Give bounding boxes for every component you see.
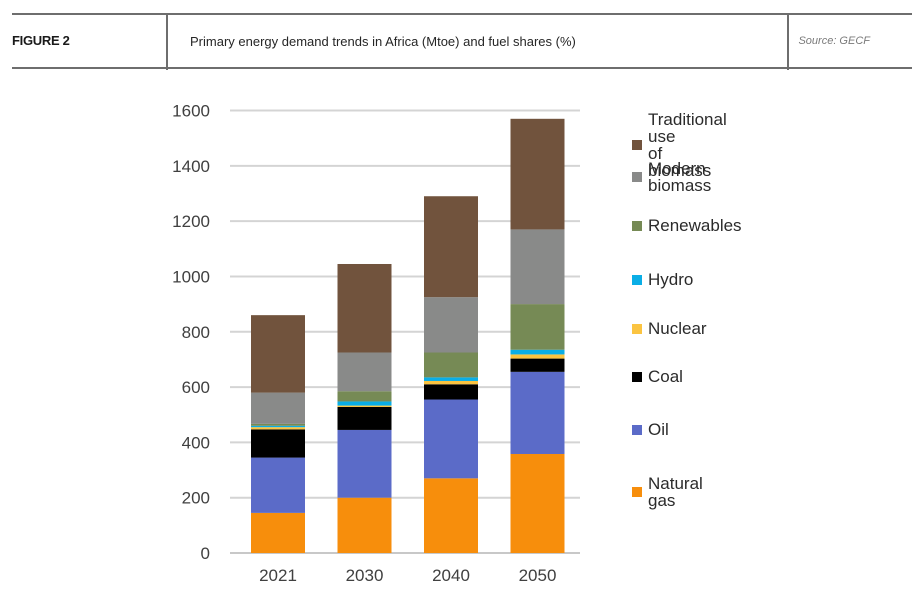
header-top-rule [12,13,912,15]
legend-item-renewables: Renewables [632,217,742,234]
y-tick-label: 600 [182,378,210,397]
legend-label: Nuclear [648,319,707,338]
y-axis-ticks: 0 200 400 600 800 1000 1200 1400 1600 [172,102,210,564]
header-divider-left [166,14,168,70]
legend-swatch [632,220,642,231]
bar-stack-2040 [424,196,478,553]
bar-segment-oil-2021 [251,457,305,513]
bar-segment-natural-gas-2050 [510,453,565,553]
legend-swatch [632,172,642,182]
bar-stack-2050 [510,118,565,553]
y-tick-label: 1600 [172,102,210,121]
legend-item-hydro: Hydro [632,271,693,288]
y-tick-label: 1400 [172,157,210,176]
legend-item-nuclear: Nuclear [632,320,707,337]
bar-segment-oil-2050 [510,371,565,454]
bar-segment-renewables-2021 [251,423,305,426]
legend-label: Traditional use of biomass [648,110,727,180]
figure-title: Primary energy demand trends in Africa (… [190,34,576,49]
legend-item-modern-biomass: Modern biomass [632,160,711,194]
legend-label: Renewables [648,216,742,235]
legend-item-traditional-use-of-biomass: Traditional use of biomass [632,111,727,179]
bar-segment-traditional-use-of-biomass-2050 [510,118,565,230]
figure-label: FIGURE 2 [12,33,70,48]
y-tick-label: 800 [182,323,210,342]
bar-segment-modern-biomass-2021 [251,392,305,424]
legend-item-oil: Oil [632,421,669,438]
bar-segment-hydro-2021 [251,425,305,428]
bar-segment-hydro-2030 [337,401,392,406]
legend-swatch [632,140,642,150]
y-tick-label: 0 [201,544,210,563]
bar-segment-hydro-2050 [510,349,565,355]
bar-segment-renewables-2030 [337,391,392,402]
bar-segment-natural-gas-2030 [337,497,392,553]
bar-segment-traditional-use-of-biomass-2021 [251,315,305,393]
legend-label: Natural gas [648,474,703,510]
legend-label: Oil [648,420,669,439]
bar-segment-hydro-2040 [424,377,478,381]
bar-segment-renewables-2040 [424,352,478,378]
x-axis-ticks: 2021 2030 2040 2050 [259,566,556,585]
legend-swatch [632,424,642,435]
x-tick-label: 2040 [432,566,470,585]
bar-segment-natural-gas-2021 [251,512,305,553]
bar-segment-renewables-2050 [510,304,565,350]
bar-stack-2030 [337,263,392,553]
y-tick-label: 400 [182,433,210,452]
legend-swatch [632,371,642,382]
y-tick-label: 1200 [172,212,210,231]
legend-swatch [632,487,642,497]
bar-segment-modern-biomass-2030 [337,352,392,392]
bar-segment-coal-2050 [510,358,565,372]
legend-item-natural-gas: Natural gas [632,475,703,509]
legend-label: Modern biomass [648,159,712,195]
legend-label: Hydro [648,270,694,289]
header-bottom-rule [12,67,912,69]
bar-segment-coal-2040 [424,384,478,400]
x-tick-label: 2050 [519,566,557,585]
bar-segment-nuclear-2030 [337,405,392,407]
legend-swatch [632,274,642,285]
bar-segment-traditional-use-of-biomass-2040 [424,196,478,298]
bar-segment-traditional-use-of-biomass-2030 [337,263,392,353]
figure-source: Source: GECF [798,35,870,47]
bar-segment-oil-2040 [424,399,478,479]
header-divider-right [787,14,789,70]
bars [251,118,565,553]
y-tick-label: 200 [182,489,210,508]
bar-segment-nuclear-2040 [424,380,478,385]
bar-segment-nuclear-2021 [251,427,305,430]
y-tick-label: 1000 [172,267,210,286]
x-tick-label: 2030 [346,566,384,585]
bar-segment-natural-gas-2040 [424,478,478,553]
bar-segment-modern-biomass-2040 [424,297,478,353]
x-tick-label: 2021 [259,566,297,585]
bar-segment-oil-2030 [337,429,392,498]
legend-item-coal: Coal [632,368,683,385]
bar-stack-2021 [251,315,305,553]
bar-segment-modern-biomass-2050 [510,229,565,305]
legend-swatch [632,323,642,334]
bar-segment-coal-2021 [251,429,305,458]
legend-label: Coal [648,367,683,386]
bar-segment-coal-2030 [337,406,392,430]
bar-segment-nuclear-2050 [510,354,565,359]
